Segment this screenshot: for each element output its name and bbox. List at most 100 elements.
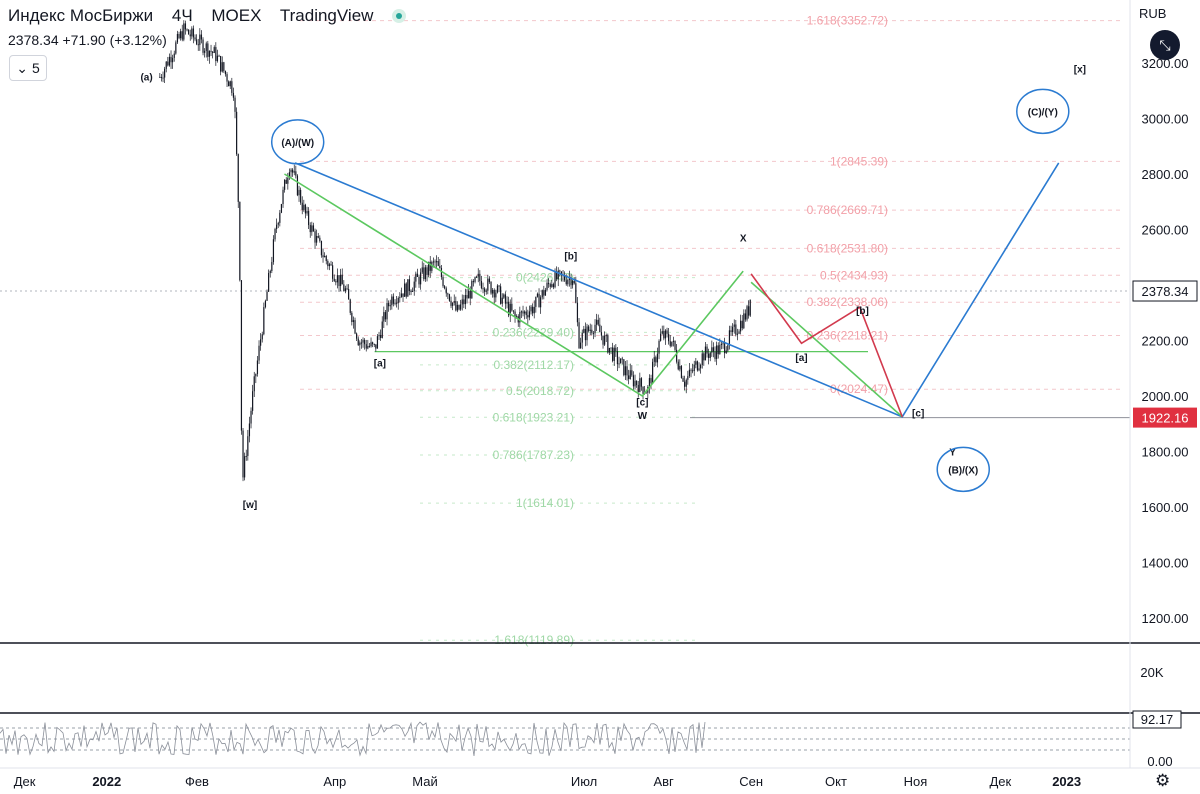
fib-red-label: 1.618(3352.72) (807, 14, 888, 28)
candle-body (317, 235, 319, 238)
gear-icon[interactable]: ⚙ (1155, 771, 1171, 790)
candle-body (336, 275, 339, 283)
x-tick-label: Апр (323, 774, 346, 789)
candle-body (551, 284, 553, 287)
candle-body (184, 23, 187, 30)
candle-body (540, 297, 542, 308)
candle-body (698, 368, 700, 371)
candle-body (232, 92, 235, 98)
candle-body (552, 284, 555, 288)
candle-body (589, 329, 591, 331)
candle-body (356, 333, 358, 339)
candle-body (508, 301, 510, 316)
fib-red-label: 0.236(2218.21) (807, 328, 888, 342)
candle-body (668, 333, 670, 342)
y-tick-label: 2000.00 (1142, 389, 1189, 404)
candle-body (380, 334, 382, 338)
collapse-icon[interactable]: ⤡ (1150, 30, 1180, 60)
x-tick-label: Дек (14, 774, 36, 789)
candle-body (202, 39, 204, 53)
candle-body (482, 288, 484, 290)
candle-body (284, 179, 286, 190)
candle-body (516, 316, 518, 318)
candle-body (167, 61, 169, 66)
candle-body (746, 306, 748, 320)
candle-body (370, 342, 372, 347)
volume-axis-label: 20K (1140, 665, 1163, 680)
candle-body (578, 322, 580, 349)
candle-body (240, 280, 243, 431)
candle-body (717, 345, 719, 355)
candle-body (610, 347, 612, 349)
candle-body (432, 261, 435, 263)
interval-selector[interactable]: ⌄ 5 (9, 55, 47, 81)
candle-body (575, 283, 577, 303)
candle-body (469, 290, 471, 299)
candle-body (423, 267, 425, 280)
candle-body (522, 311, 524, 314)
wave-circle (270, 119, 325, 165)
x-tick-label: Июл (571, 774, 597, 789)
candle-body (695, 361, 697, 365)
candle-body (431, 261, 433, 271)
candle-body (216, 55, 219, 62)
candle-body (669, 341, 671, 346)
candle-body (679, 366, 681, 370)
candle-body (623, 359, 625, 376)
oscillator-axis-label: 0.00 (1147, 754, 1172, 769)
price-readout: 2378.34 +71.90 (+3.12%) (8, 32, 167, 48)
candle-body (501, 297, 503, 304)
candle-body (255, 373, 257, 377)
y-tick-label: 1600.00 (1142, 500, 1189, 515)
candle-body (175, 42, 177, 54)
candle-body (388, 303, 390, 307)
candle-body (612, 347, 614, 361)
candle-body (408, 279, 411, 292)
candle-body (365, 344, 367, 349)
candle-body (303, 204, 305, 210)
chevron-down-icon: ⌄ (16, 59, 28, 76)
candle-body (556, 271, 558, 280)
candle-body (472, 281, 475, 283)
candle-body (447, 293, 449, 295)
candle-body (394, 302, 396, 304)
y-tick-label: 3200.00 (1142, 56, 1189, 71)
candle-body (440, 268, 443, 278)
fib-green-label: 0.236(2229.40) (493, 325, 574, 339)
symbol-name[interactable]: Индекс МосБиржи (8, 6, 154, 25)
wave-label: [b] (856, 306, 869, 317)
candle-body (413, 281, 415, 291)
currency-label[interactable]: RUB (1139, 6, 1167, 21)
candle-body (618, 363, 620, 365)
candle-body (632, 375, 635, 387)
candle-body (320, 240, 323, 256)
candle-body (624, 366, 627, 376)
target-price-tag (1133, 407, 1197, 428)
candle-body (170, 56, 172, 63)
y-tick-label: 2600.00 (1142, 223, 1189, 238)
source-label: TradingView (279, 6, 374, 25)
candle-body (344, 288, 347, 292)
candle-body (538, 293, 540, 308)
candle-body (368, 345, 371, 347)
candle-body (319, 237, 321, 241)
candle-body (660, 333, 662, 341)
candle-body (650, 378, 652, 384)
candle-body (485, 290, 487, 292)
candle-body (720, 343, 723, 345)
candle-body (605, 335, 607, 337)
candle-body (288, 172, 291, 178)
candle-body (176, 33, 179, 43)
candle-body (264, 300, 267, 308)
last-price-tag (1132, 280, 1198, 302)
candle-body (268, 273, 270, 292)
fib-red-label: 0(2024.47) (830, 382, 888, 396)
candle-body (421, 267, 423, 273)
wave-label: [b] (564, 252, 577, 263)
candle-body (223, 62, 225, 71)
candle-body (247, 436, 249, 456)
candle-body (327, 261, 329, 267)
wave-label: [c] (636, 397, 648, 408)
candle-body (204, 50, 206, 53)
